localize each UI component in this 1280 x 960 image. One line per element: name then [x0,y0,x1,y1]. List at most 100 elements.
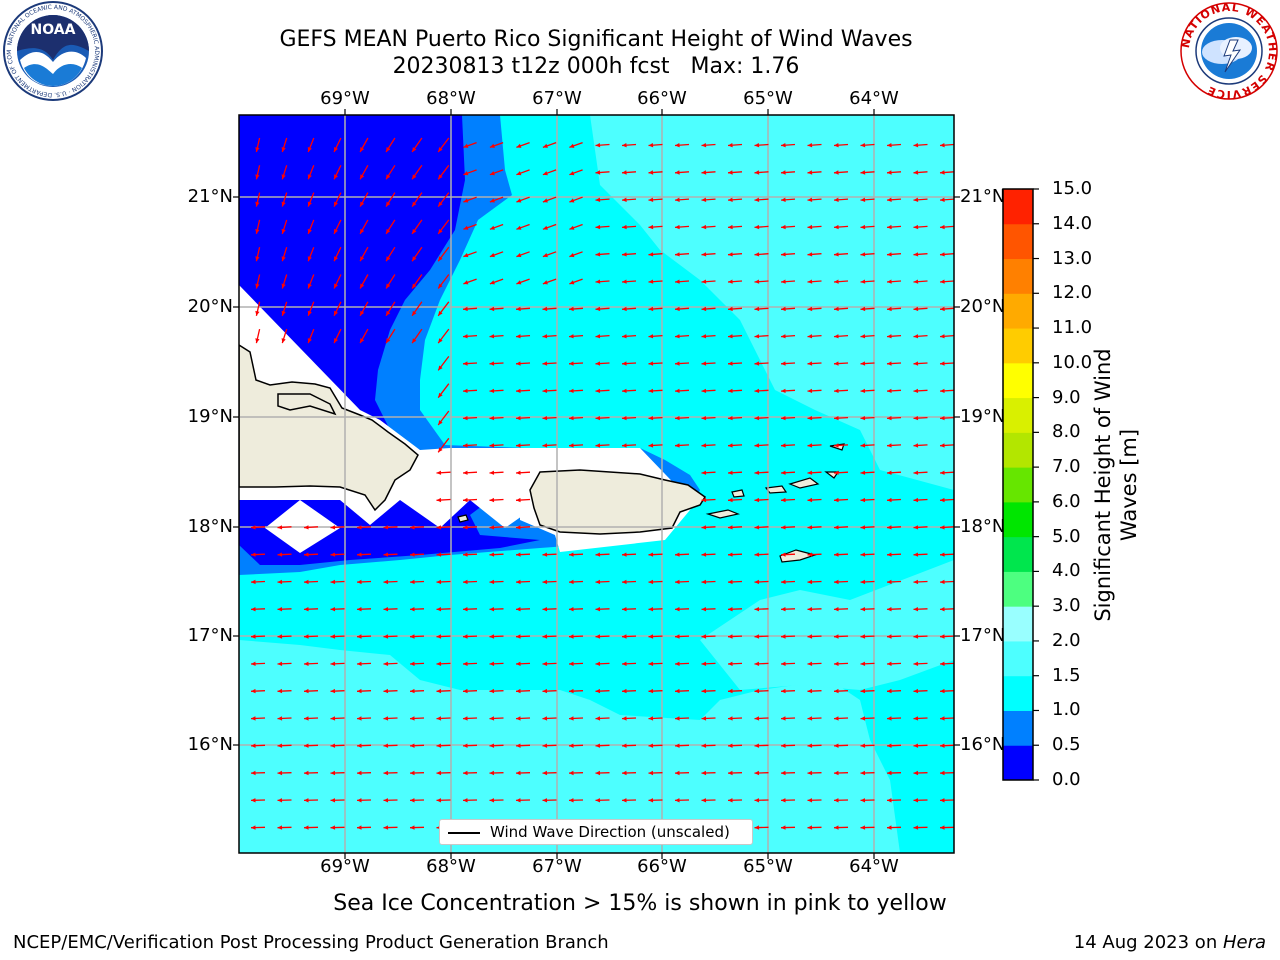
wind-wave-arrowhead [569,607,574,612]
wind-wave-arrowhead [516,253,522,258]
wind-wave-arrowhead [675,607,680,612]
wind-wave-arrowhead [622,252,627,257]
lat-label-right: 16°N [960,734,1006,755]
wind-wave-arrowhead [357,661,362,666]
wind-wave-arrowhead [913,607,919,612]
wind-wave-arrowhead [913,770,919,776]
wind-wave-arrowhead [463,552,468,557]
colorbar-segment [1003,362,1033,399]
noaa-logo: NOAA NATIONAL OCEANIC AND ATMOSPHERIC AD… [2,0,103,101]
colorbar-title: Significant Height of Wind Waves [m] [1091,348,1141,622]
wind-wave-arrowhead [330,798,336,803]
wind-wave-arrowhead [410,634,415,639]
wind-wave-arrowhead [410,579,415,585]
wind-wave-arrowhead [595,279,601,284]
wind-wave-arrowhead [463,743,468,748]
wind-wave-arrowhead [542,253,548,258]
wind-wave-arrowhead [489,661,495,666]
wind-wave-arrowhead [622,661,627,666]
wind-wave-arrowhead [622,552,627,557]
wind-wave-arrowhead [489,443,495,448]
wind-wave-arrowhead [622,743,627,748]
colorbar-segment [1003,710,1033,746]
wind-wave-arrowhead [913,170,919,175]
land-hispaniola [239,344,419,512]
wind-wave-arrowhead [255,147,260,152]
wind-wave-arrowhead [781,525,786,530]
wind-wave-arrowhead [754,416,760,421]
wind-wave-arrowhead [463,579,468,585]
wind-wave-arrowhead [516,198,522,203]
wind-wave-arrowhead [781,224,786,230]
wind-wave-arrowhead [834,552,839,557]
wind-wave-arrowhead [807,525,813,530]
wind-wave-arrowhead [463,470,468,475]
wind-wave-arrowhead [913,661,919,666]
wind-wave-arrowhead [648,279,654,284]
colorbar-tick-label: 10.0 [1052,351,1093,373]
wind-wave-arrowhead [754,170,760,175]
wind-wave-arrowhead [754,770,760,776]
wind-wave-arrowhead [489,743,495,748]
wind-wave-arrowhead [701,143,707,148]
wind-wave-arrowhead [860,525,866,530]
wind-wave-arrowhead [334,228,338,234]
wind-wave-arrowhead [754,579,760,585]
wind-wave-arrowhead [675,143,680,148]
wind-wave-arrowhead [701,497,707,503]
wind-wave-arrowhead [728,197,733,202]
wind-wave-arrowhead [357,688,362,694]
wind-wave-arrowhead [436,743,442,748]
wind-wave-arrowhead [648,634,654,639]
wind-wave-arrowhead [463,143,469,148]
wind-wave-arrowhead [675,279,680,284]
wind-wave-arrowhead [410,525,415,530]
wind-wave-arrowhead [386,201,391,207]
wind-wave-arrowhead [781,825,786,830]
wind-wave-arrowhead [595,306,601,312]
wind-wave-arrowhead [754,470,760,475]
wind-wave-arrowhead [410,825,415,830]
wind-wave-arrowhead [569,306,574,312]
wind-wave-arrowhead [887,579,892,585]
wind-wave-arrowhead [781,361,786,366]
wind-wave-arrowhead [728,306,733,312]
lon-label-bottom: 65°W [743,856,793,877]
wind-wave-arrowhead [675,388,680,393]
legend-label: Wind Wave Direction (unscaled) [490,823,730,841]
wind-wave-arrowhead [887,743,892,748]
wind-wave-arrowhead [754,443,760,448]
wind-wave-arrowhead [277,661,283,666]
wind-wave-arrowhead [542,798,548,803]
wind-wave-arrowhead [357,743,362,748]
wind-wave-arrowhead [569,634,574,639]
wind-wave-arrowhead [360,283,365,289]
wind-wave-arrowhead [255,256,260,262]
wind-wave-arrowhead [622,388,627,393]
wind-wave-arrowhead [304,607,309,612]
wind-wave-arrowhead [463,198,469,203]
wind-wave-arrowhead [438,147,443,152]
wind-wave-arrowhead [781,170,786,175]
wind-wave-arrowhead [569,716,574,721]
wind-wave-arrowhead [913,197,919,202]
wind-wave-arrowhead [940,525,945,530]
wind-wave-arrowhead [438,365,443,371]
wind-wave-arrowhead [438,447,443,453]
wind-wave-arrowhead [516,661,521,666]
wind-wave-arrowhead [781,770,786,776]
wind-wave-arrowhead [675,306,680,312]
wind-wave-arrowhead [489,225,495,230]
wind-wave-arrowhead [887,497,892,503]
wind-wave-arrowhead [781,552,786,557]
colorbar-segment [1003,536,1033,572]
wind-wave-arrowhead [622,634,627,639]
wind-wave-arrowhead [463,634,468,639]
wind-wave-arrowhead [516,225,522,230]
wind-wave-arrowhead [304,552,309,557]
wind-wave-arrowhead [622,416,627,421]
wind-wave-arrows [250,137,954,830]
colorbar-segment [1003,397,1033,433]
wind-wave-arrowhead [860,416,866,421]
colorbar-tick-label: 8.0 [1052,421,1081,443]
